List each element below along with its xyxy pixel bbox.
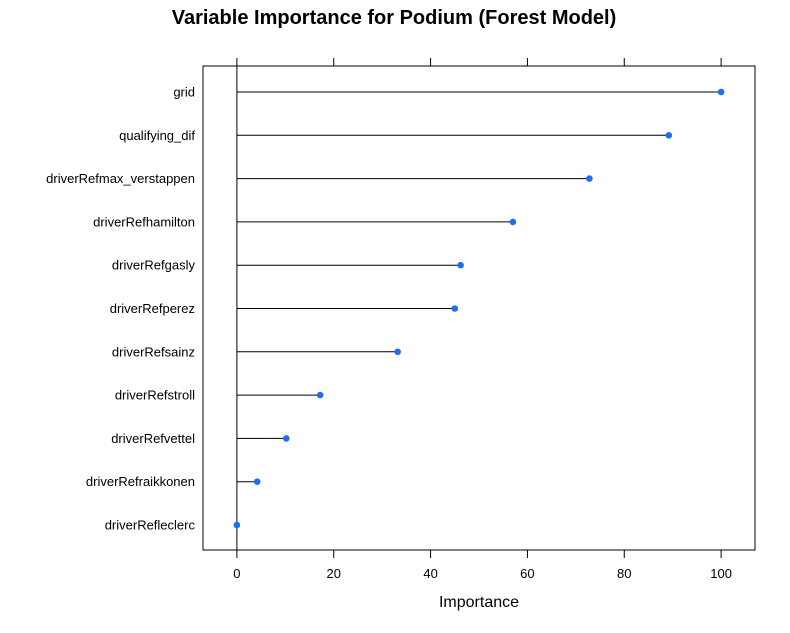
category-label: driverRefvettel [111,431,195,446]
category-label: grid [173,85,195,100]
x-axis-label: Importance [439,594,519,611]
category-label: driverRefraikkonen [86,474,195,489]
point-driverRefperez [451,305,459,312]
point-driverRefsainz [394,348,401,356]
lollipop-stems [236,91,722,483]
plot-frame [202,65,756,551]
x-tick-labels: 0 20 40 60 80 100 [233,566,732,581]
x-tick-label: 60 [520,566,534,581]
point-driverRefleclerc [233,521,241,529]
category-label: qualifying_dif [119,128,195,143]
category-label: driverRefsainz [112,344,195,359]
category-label: driverRefhamilton [93,214,195,229]
top-axis-ticks [236,58,722,66]
x-tick-label: 0 [233,566,240,581]
x-tick-label: 40 [423,566,437,581]
category-label: driverRefmax_verstappen [46,171,195,186]
x-tick-label: 20 [327,566,341,581]
point-grid [717,88,725,96]
bottom-axis-ticks [236,550,722,558]
point-driverRefvettel [282,435,290,442]
category-labels: grid qualifying_dif driverRefmax_verstappe… [46,85,195,533]
category-label: driverRefperez [110,301,195,316]
point-driverRefstroll [316,391,324,399]
category-label: driverRefstroll [115,388,195,403]
x-tick-label: 100 [710,566,732,581]
point-driverRefhamilton [509,218,517,226]
x-tick-label: 80 [617,566,631,581]
category-label: driverRefgasly [112,258,196,273]
chart-title: Variable Importance for Podium (Forest M… [172,7,617,29]
point-driverRefraikkonen [253,478,261,486]
data-points [233,88,725,529]
point-qualifying_dif [665,132,673,139]
category-label: driverRefleclerc [105,518,196,533]
point-driverRefmax_verstappen [586,175,593,182]
point-driverRefgasly [457,261,464,269]
